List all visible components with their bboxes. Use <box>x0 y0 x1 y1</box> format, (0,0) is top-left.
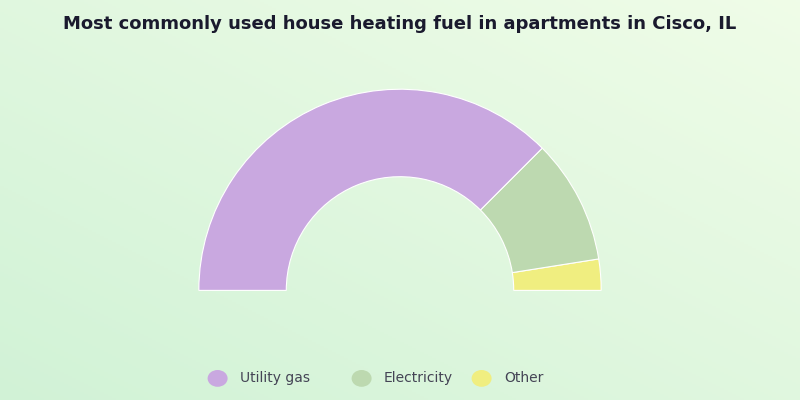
Ellipse shape <box>207 370 227 387</box>
Wedge shape <box>199 89 542 290</box>
Wedge shape <box>512 259 601 290</box>
Text: Other: Other <box>504 371 543 386</box>
Wedge shape <box>481 148 598 273</box>
Ellipse shape <box>351 370 371 387</box>
Text: Electricity: Electricity <box>384 371 453 386</box>
Text: Utility gas: Utility gas <box>240 371 310 386</box>
Ellipse shape <box>472 370 491 387</box>
Text: Most commonly used house heating fuel in apartments in Cisco, IL: Most commonly used house heating fuel in… <box>63 15 737 33</box>
